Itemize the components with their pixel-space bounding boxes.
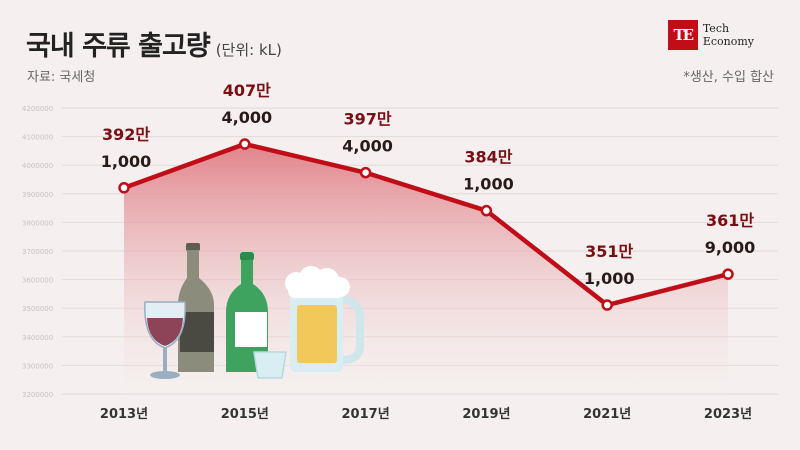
x-axis: 2013년 2015년 2017년 2019년 2021년 2023년: [100, 407, 752, 422]
data-point: [239, 138, 251, 150]
logo-line-1: Tech: [702, 22, 730, 35]
data-label-secondary: 1,000: [101, 152, 152, 171]
data-label-secondary: 1,000: [584, 269, 635, 288]
x-tick-label: 2021년: [583, 407, 631, 422]
x-tick-label: 2017년: [342, 407, 390, 422]
y-tick-label: 3800000: [22, 219, 53, 227]
logo-line-2: Economy: [702, 35, 754, 48]
soju-bottle-icon: [226, 252, 268, 372]
y-tick-label: 3900000: [22, 191, 53, 199]
beer-mug-icon: [285, 266, 364, 372]
source-note: 자료: 국세청: [27, 70, 96, 85]
footnote: *생산, 수입 합산: [683, 70, 774, 85]
y-tick-label: 3400000: [22, 334, 53, 342]
data-label-secondary: 1,000: [463, 175, 514, 194]
data-label-primary: 361만: [706, 211, 754, 230]
data-label-primary: 392만: [102, 125, 150, 144]
data-label-secondary: 9,000: [705, 238, 756, 257]
y-tick-label: 4000000: [22, 162, 53, 170]
data-point: [359, 166, 372, 179]
data-labels: 392만 1,000 407만 4,000 397만 4,000 384만 1,000 351만…: [101, 81, 756, 288]
y-tick-label: 3200000: [22, 391, 53, 399]
title-block: 국내 주류 출고량 (단위: kL): [26, 24, 282, 63]
logo-mark: TE: [667, 20, 698, 50]
wine-glass-icon: [144, 301, 186, 379]
logo-wordmark: Tech Economy: [703, 22, 754, 48]
x-tick-label: 2019년: [462, 407, 510, 422]
x-tick-label: 2013년: [100, 407, 148, 422]
data-label-primary: 351만: [585, 242, 633, 261]
data-point: [480, 204, 493, 217]
area-fill: [124, 144, 728, 394]
publisher-logo: TE Tech Economy: [667, 20, 754, 50]
data-label-primary: 407만: [223, 81, 271, 100]
x-tick-label: 2015년: [221, 407, 269, 422]
series-line: [123, 141, 729, 308]
data-point: [722, 268, 734, 280]
y-axis: 3200000 3300000 3400000 3500000 3600000 37000…: [22, 105, 53, 399]
data-label-primary: 397만: [344, 110, 392, 129]
data-label-secondary: 4,000: [342, 137, 393, 156]
unit-label: (단위: kL): [215, 41, 282, 59]
y-tick-label: 4200000: [22, 105, 53, 113]
data-point: [118, 182, 130, 194]
y-tick-label: 4100000: [22, 134, 53, 142]
y-tick-label: 3500000: [22, 305, 53, 313]
x-tick-label: 2023년: [704, 407, 752, 422]
liquor-illustration: [144, 243, 364, 379]
data-point: [601, 299, 613, 311]
data-label-primary: 384만: [464, 148, 512, 167]
data-label-secondary: 4,000: [221, 108, 272, 127]
y-tick-label: 3700000: [22, 248, 53, 256]
chart-title: 국내 주류 출고량: [26, 31, 211, 62]
wine-bottle-icon: [178, 243, 214, 372]
y-tick-label: 3600000: [22, 277, 53, 285]
soju-shot-glass-icon: [253, 351, 287, 379]
y-tick-label: 3300000: [22, 362, 53, 370]
data-points: [118, 138, 734, 311]
